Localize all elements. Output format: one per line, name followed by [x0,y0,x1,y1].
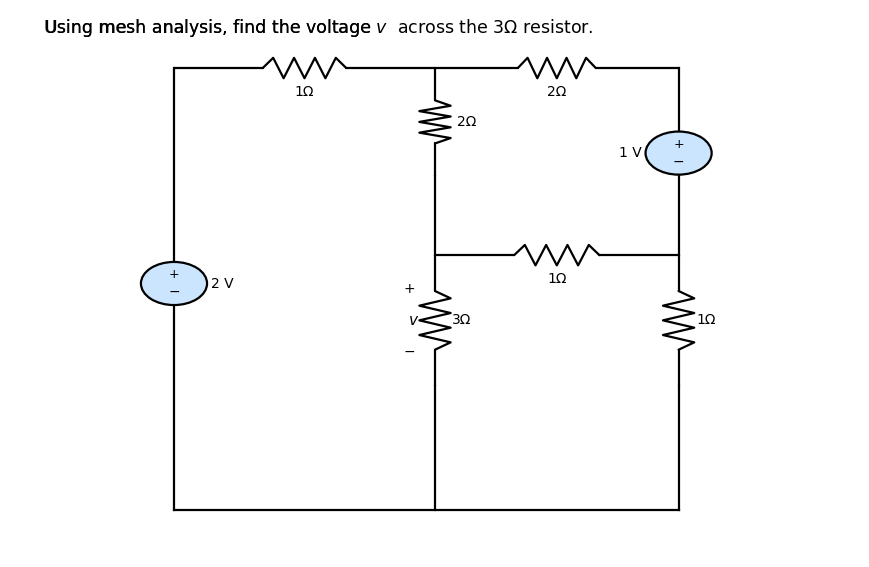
Text: 1Ω: 1Ω [295,85,314,99]
Text: −: − [168,285,180,299]
Text: Using mesh analysis, find the voltage $v$  across the 3$\Omega$ resistor.: Using mesh analysis, find the voltage $v… [43,18,593,39]
Text: −: − [402,345,415,358]
Text: 2Ω: 2Ω [456,115,475,129]
Text: 1 V: 1 V [619,146,641,160]
Text: +: + [673,138,683,151]
Text: 2 V: 2 V [210,277,233,290]
Text: 1Ω: 1Ω [547,272,566,286]
Circle shape [141,262,207,305]
Circle shape [645,132,711,175]
Text: 3Ω: 3Ω [452,314,471,327]
Text: +: + [402,282,415,296]
Text: v: v [408,313,417,328]
Text: Using mesh analysis, find the voltage: Using mesh analysis, find the voltage [43,19,375,37]
Text: 1Ω: 1Ω [695,314,714,327]
Text: −: − [672,155,684,169]
Text: +: + [169,268,179,281]
Text: 2Ω: 2Ω [547,85,566,99]
